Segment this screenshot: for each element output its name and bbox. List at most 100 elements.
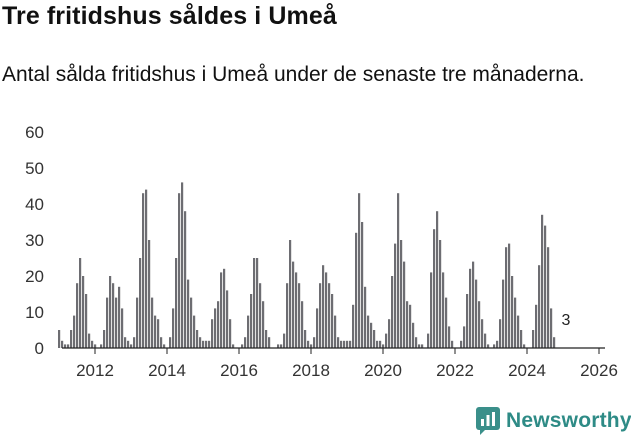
bar [142, 193, 145, 348]
bar [367, 315, 370, 348]
bar [358, 193, 361, 348]
bar [145, 189, 148, 348]
x-tick-label: 2016 [220, 361, 258, 380]
bar [415, 337, 418, 348]
bar [346, 340, 349, 348]
newsworthy-brand[interactable]: Newsworthy [476, 407, 631, 435]
bar [139, 258, 142, 348]
bar [553, 337, 556, 348]
bar [439, 240, 442, 348]
bar [349, 340, 352, 348]
bar [394, 243, 397, 348]
bar [322, 265, 325, 348]
bar [178, 193, 181, 348]
bar [199, 337, 202, 348]
bar [187, 279, 190, 348]
bar [253, 258, 256, 348]
bar [91, 340, 94, 348]
bar [280, 344, 283, 348]
bar [58, 330, 61, 348]
bar-series [58, 182, 556, 348]
bar [211, 319, 214, 348]
bar [79, 258, 82, 348]
bar [103, 330, 106, 348]
newsworthy-logo-icon [476, 407, 500, 435]
bar [223, 268, 226, 348]
bar [400, 240, 403, 348]
bar [343, 340, 346, 348]
bar [217, 301, 220, 348]
x-tick-label: 2022 [436, 361, 474, 380]
bar [73, 315, 76, 348]
bar [181, 182, 184, 348]
bar [325, 272, 328, 348]
bar [64, 344, 67, 348]
bar [463, 326, 466, 348]
bar [244, 337, 247, 348]
bar [70, 330, 73, 348]
bar [544, 225, 547, 348]
bar [136, 297, 139, 348]
bar [547, 247, 550, 348]
bar [442, 272, 445, 348]
bar [163, 344, 166, 348]
bar [364, 286, 367, 348]
bar [466, 294, 469, 348]
x-tick-label: 2020 [364, 361, 402, 380]
bar [550, 308, 553, 348]
bar [403, 261, 406, 348]
bar [436, 211, 439, 348]
bar [226, 290, 229, 348]
y-tick-label: 60 [25, 123, 44, 142]
bar [340, 340, 343, 348]
bar [328, 283, 331, 348]
x-tick-label: 2026 [580, 361, 618, 380]
bar [130, 344, 133, 348]
bar [433, 229, 436, 348]
bar [409, 304, 412, 348]
bar [382, 344, 385, 348]
bar [121, 308, 124, 348]
bar [232, 344, 235, 348]
bar [190, 297, 193, 348]
bar [115, 297, 118, 348]
bar [316, 308, 319, 348]
bar [286, 283, 289, 348]
bar [508, 243, 511, 348]
bar [265, 330, 268, 348]
bar [94, 344, 97, 348]
bar [460, 340, 463, 348]
bar [262, 301, 265, 348]
bar [205, 340, 208, 348]
bar [85, 294, 88, 348]
bar [100, 344, 103, 348]
bar [184, 211, 187, 348]
bar [67, 344, 70, 348]
bar [391, 276, 394, 348]
bar [532, 330, 535, 348]
bar [496, 340, 499, 348]
bar [88, 333, 91, 348]
bar [511, 276, 514, 348]
bar [106, 297, 109, 348]
bar [214, 308, 217, 348]
y-tick-label: 30 [25, 231, 44, 250]
bar [517, 315, 520, 348]
bar [352, 304, 355, 348]
bar [109, 276, 112, 348]
bar [421, 344, 424, 348]
bar [283, 333, 286, 348]
y-tick-label: 50 [25, 159, 44, 178]
bar [406, 301, 409, 348]
bar [310, 344, 313, 348]
bar [472, 261, 475, 348]
bar [361, 222, 364, 348]
bar [61, 340, 64, 348]
bar [241, 344, 244, 348]
y-tick-label: 0 [35, 339, 44, 358]
bar [523, 344, 526, 348]
bar [247, 315, 250, 348]
bar [169, 337, 172, 348]
bar [493, 344, 496, 348]
